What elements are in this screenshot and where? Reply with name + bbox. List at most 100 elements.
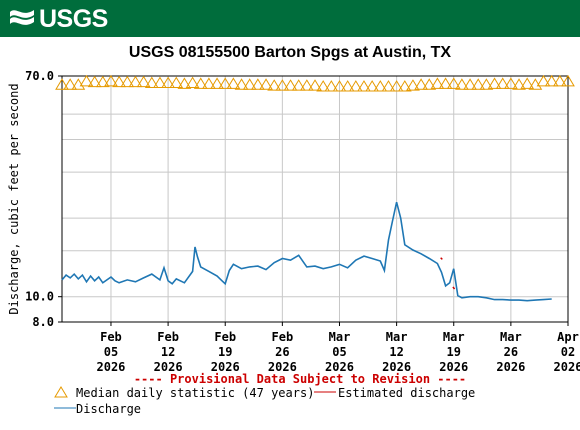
median-triangle-marker	[471, 78, 486, 90]
median-legend-marker	[54, 386, 68, 398]
x-tick-label: Feb	[157, 330, 179, 344]
median-triangle-marker	[414, 78, 428, 90]
median-triangle-marker	[210, 77, 224, 89]
x-tick-label: 2026	[439, 360, 468, 374]
x-tick-label: 2026	[268, 360, 297, 374]
x-tick-label: 2026	[496, 360, 525, 374]
median-triangle-marker	[202, 77, 216, 89]
median-triangle-marker	[438, 77, 453, 89]
x-tick-label: Feb	[214, 330, 236, 344]
median-triangle-marker	[242, 78, 257, 90]
median-triangle-marker	[87, 75, 102, 88]
x-tick-label: Mar	[329, 330, 351, 344]
median-triangle-marker	[275, 79, 290, 91]
median-triangle-marker	[218, 77, 233, 89]
tick-layer: Feb052026Feb122026Feb192026Feb262026Mar0…	[25, 69, 580, 374]
chart-title: USGS 08155500 Barton Spgs at Austin, TX	[128, 44, 452, 61]
median-triangle-marker	[193, 77, 208, 89]
x-tick-label: 19	[447, 345, 461, 359]
x-tick-label: 2026	[325, 360, 354, 374]
x-tick-label: Feb	[272, 330, 294, 344]
median-triangle-marker	[120, 75, 135, 88]
median-triangle-marker	[299, 79, 314, 91]
median-triangle-marker	[397, 80, 412, 92]
median-triangle-marker	[177, 77, 192, 89]
median-triangle-marker	[348, 80, 363, 92]
median-triangle-marker	[324, 80, 339, 92]
x-tick-label: Mar	[500, 330, 522, 344]
median-triangle-marker	[71, 78, 86, 90]
estimated-legend-label: Estimated discharge	[338, 386, 476, 400]
median-triangle-marker	[455, 78, 469, 90]
median-triangle-marker	[144, 76, 159, 89]
usgs-logo[interactable]: USGS	[8, 4, 108, 34]
x-tick-label: 26	[275, 345, 289, 359]
x-tick-label: 12	[389, 345, 403, 359]
median-triangle-marker	[332, 80, 347, 92]
median-triangle-marker	[283, 79, 298, 91]
median-triangle-marker	[226, 77, 241, 89]
median-triangle-marker	[259, 78, 273, 90]
estimated-discharge-segment	[440, 257, 443, 260]
median-triangle-marker	[536, 74, 551, 87]
median-triangle-marker	[55, 78, 69, 90]
x-tick-label: Mar	[386, 330, 408, 344]
y-axis-label: Discharge, cubic feet per second	[7, 83, 21, 314]
median-triangle-marker	[552, 74, 567, 87]
y-tick-label: 70.0	[25, 69, 54, 83]
discharge-line	[61, 202, 552, 302]
median-triangle-marker	[128, 75, 143, 88]
median-triangle-marker	[267, 79, 282, 91]
discharge-legend-label: Discharge	[76, 402, 142, 416]
median-triangle-marker	[357, 80, 371, 92]
median-triangle-marker	[446, 77, 461, 89]
plot-frame	[61, 75, 569, 323]
median-triangle-marker	[340, 80, 355, 92]
usgs-logo-text: USGS	[39, 4, 108, 33]
provisional-notice: ---- Provisional Data Subject to Revisio…	[133, 372, 467, 386]
median-triangle-marker	[185, 76, 200, 89]
x-tick-label: 2026	[554, 360, 580, 374]
median-triangle-marker	[503, 77, 518, 89]
series-layer	[55, 74, 575, 302]
median-triangle-marker	[161, 76, 175, 89]
grid-layer	[62, 76, 568, 322]
estimated-legend-marker	[314, 391, 336, 393]
median-triangle-marker	[389, 80, 404, 92]
median-triangle-marker	[112, 75, 127, 88]
x-tick-label: 19	[218, 345, 232, 359]
x-tick-label: Feb	[100, 330, 122, 344]
x-tick-label: 26	[504, 345, 518, 359]
median-triangle-marker	[316, 80, 331, 92]
median-triangle-marker	[308, 79, 322, 91]
x-tick-label: Mar	[443, 330, 465, 344]
x-tick-label: 2026	[97, 360, 126, 374]
median-triangle-marker	[365, 80, 380, 92]
x-tick-label: 2026	[211, 360, 240, 374]
y-tick-label: 8.0	[32, 315, 54, 329]
median-triangle-marker	[373, 80, 388, 92]
x-tick-label: 05	[332, 345, 346, 359]
median-triangle-marker	[430, 77, 445, 89]
median-triangle-marker	[79, 74, 94, 87]
median-triangle-marker	[406, 79, 420, 91]
median-triangle-marker	[63, 78, 78, 90]
median-triangle-marker	[104, 74, 118, 87]
median-triangle-marker	[381, 80, 396, 92]
median-triangle-marker	[463, 78, 477, 90]
median-triangle-marker	[544, 74, 559, 87]
x-tick-label: 05	[104, 345, 118, 359]
median-triangle-marker	[250, 78, 265, 90]
median-triangle-marker	[487, 77, 502, 89]
x-tick-label: Apr	[557, 330, 579, 344]
x-tick-label: 2026	[154, 360, 183, 374]
usgs-wave-icon	[10, 10, 34, 25]
median-triangle-marker	[136, 75, 151, 88]
estimated-discharge-segment	[452, 286, 456, 290]
discharge-legend-marker	[54, 407, 76, 409]
x-tick-label: 12	[161, 345, 175, 359]
median-triangle-marker	[291, 79, 306, 91]
median-triangle-marker	[422, 78, 437, 90]
median-triangle-marker	[495, 77, 510, 89]
